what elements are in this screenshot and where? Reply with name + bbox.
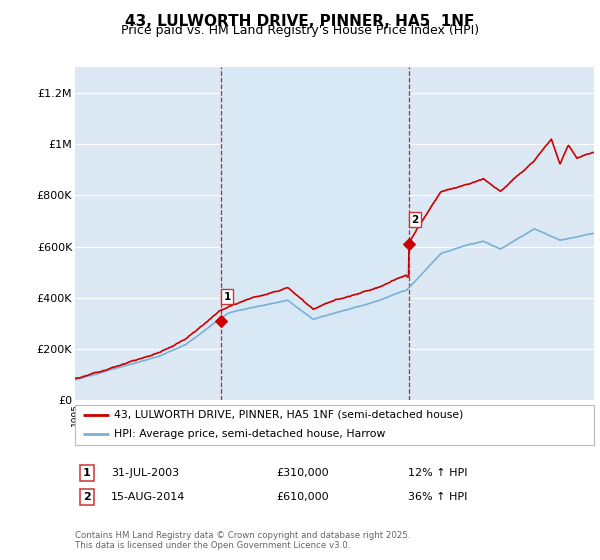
Text: 36% ↑ HPI: 36% ↑ HPI [408, 492, 467, 502]
Text: 43, LULWORTH DRIVE, PINNER, HA5 1NF (semi-detached house): 43, LULWORTH DRIVE, PINNER, HA5 1NF (sem… [114, 410, 463, 420]
Text: 31-JUL-2003: 31-JUL-2003 [111, 468, 179, 478]
Text: 2: 2 [83, 492, 91, 502]
Text: 43, LULWORTH DRIVE, PINNER, HA5  1NF: 43, LULWORTH DRIVE, PINNER, HA5 1NF [125, 14, 475, 29]
Text: Contains HM Land Registry data © Crown copyright and database right 2025.
This d: Contains HM Land Registry data © Crown c… [75, 530, 410, 550]
Text: 1: 1 [224, 292, 231, 302]
Text: HPI: Average price, semi-detached house, Harrow: HPI: Average price, semi-detached house,… [114, 429, 385, 439]
Text: Price paid vs. HM Land Registry's House Price Index (HPI): Price paid vs. HM Land Registry's House … [121, 24, 479, 37]
Text: £610,000: £610,000 [276, 492, 329, 502]
Text: 1: 1 [83, 468, 91, 478]
Text: 15-AUG-2014: 15-AUG-2014 [111, 492, 185, 502]
Point [216, 316, 226, 325]
Bar [221, 67, 409, 400]
Text: 2: 2 [412, 215, 419, 225]
Text: 12% ↑ HPI: 12% ↑ HPI [408, 468, 467, 478]
Text: £310,000: £310,000 [276, 468, 329, 478]
Point [404, 240, 413, 249]
